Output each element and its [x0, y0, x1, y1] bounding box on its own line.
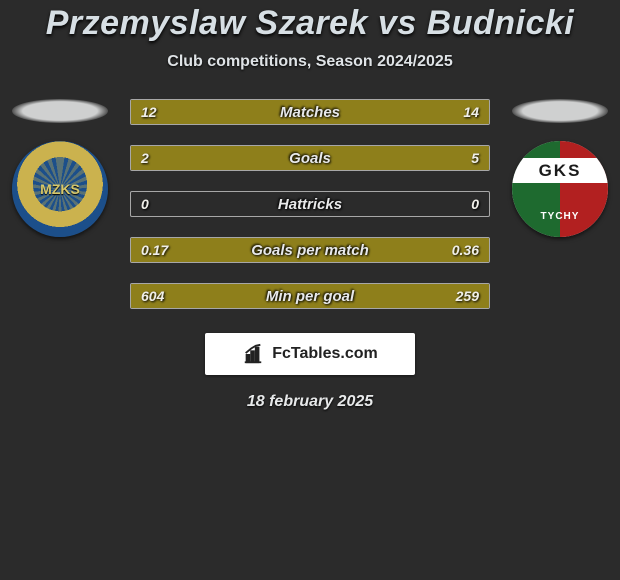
crest-right-bottom-text: TYCHY — [512, 211, 608, 222]
bar-fill-right — [228, 146, 489, 170]
bar-fill-right — [217, 238, 489, 262]
shadow-ellipse — [512, 99, 608, 123]
bar-fill-right — [274, 100, 489, 124]
date-text: 18 february 2025 — [0, 393, 620, 411]
bar-fill-left — [131, 284, 364, 308]
page-title: Przemyslaw Szarek vs Budnicki — [0, 4, 620, 43]
bar-value-right: 0 — [461, 192, 489, 216]
bar-label: Hattricks — [131, 192, 489, 216]
crest-right-red — [560, 141, 608, 237]
brand-text: FcTables.com — [272, 345, 378, 363]
stat-bar-mpg: 604 Min per goal 259 — [130, 283, 490, 309]
bar-fill-left — [131, 100, 274, 124]
stat-bars: 12 Matches 14 2 Goals 5 0 Hattricks 0 — [130, 99, 490, 309]
comparison-card: Przemyslaw Szarek vs Budnicki Club compe… — [0, 0, 620, 580]
stat-bar-goals: 2 Goals 5 — [130, 145, 490, 171]
comparison-arena: MZKS GKS TYCHY 12 Matches 14 — [0, 99, 620, 309]
stat-bar-matches: 12 Matches 14 — [130, 99, 490, 125]
bar-fill-right — [364, 284, 489, 308]
club-crest-left: MZKS — [12, 141, 108, 237]
crest-right-green — [512, 141, 560, 237]
stat-bar-hattricks: 0 Hattricks 0 — [130, 191, 490, 217]
barchart-icon — [242, 343, 264, 365]
stat-bar-gpm: 0.17 Goals per match 0.36 — [130, 237, 490, 263]
brand-box: FcTables.com — [205, 333, 415, 375]
bar-value-left: 0 — [131, 192, 159, 216]
bar-fill-left — [131, 238, 217, 262]
player-left-column: MZKS — [0, 99, 120, 237]
player-right-column: GKS TYCHY — [500, 99, 620, 237]
bar-fill-left — [131, 146, 228, 170]
page-subtitle: Club competitions, Season 2024/2025 — [0, 53, 620, 71]
crest-right-top-text: GKS — [512, 158, 608, 183]
club-crest-right: GKS TYCHY — [512, 141, 608, 237]
crest-left-label: MZKS — [40, 181, 80, 197]
shadow-ellipse — [12, 99, 108, 123]
